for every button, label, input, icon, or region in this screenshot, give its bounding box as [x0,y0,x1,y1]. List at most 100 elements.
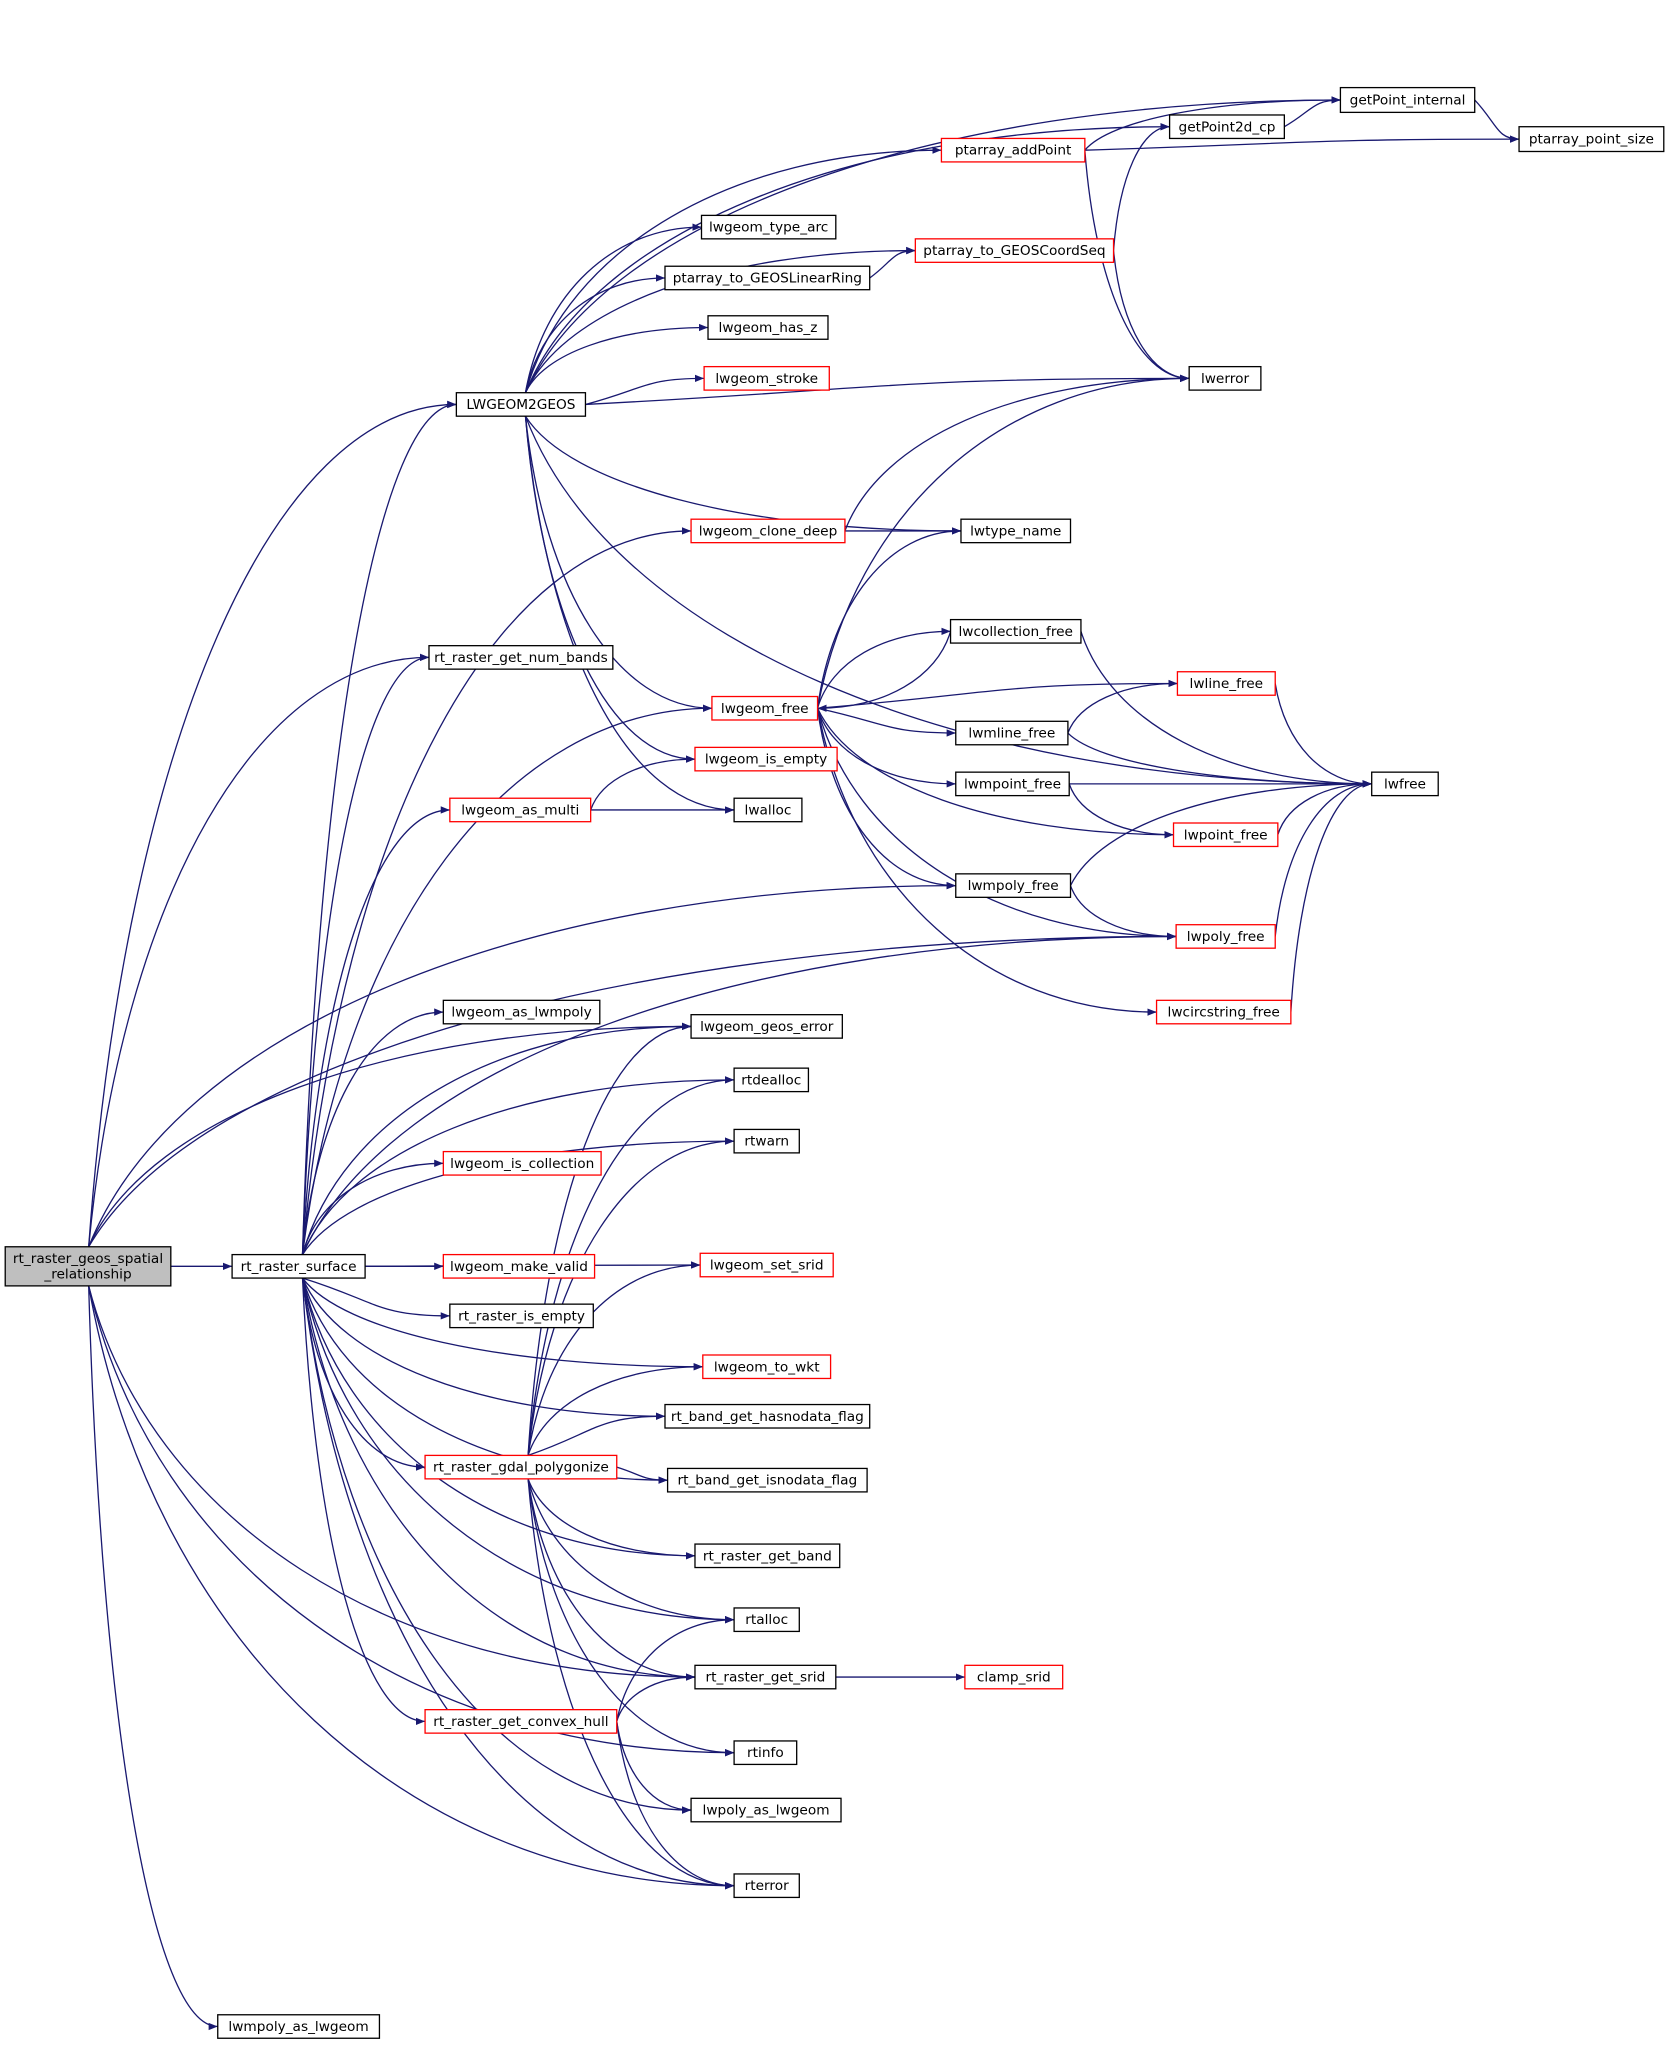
node-mpoly-free[interactable]: lwmpoly_free [955,873,1072,898]
edge-surface-to-poly_as_lwgeom [301,1277,692,1814]
edge-lwgeom_free-to-poly_free [816,708,1177,941]
node-rtwarn[interactable]: rtwarn [733,1128,800,1154]
node-root[interactable]: rt_raster_geos_spatial_relationship [4,1246,172,1287]
edge-clone_deep-to-lwerror [844,374,1190,532]
node-rtalloc[interactable]: rtalloc [733,1607,800,1633]
node-label: lwgeom_geos_error [700,1019,834,1035]
node-label: lwalloc [745,803,792,819]
node-box [700,214,837,240]
node-to-wkt[interactable]: lwgeom_to_wkt [702,1354,832,1380]
node-as-lwmpoly[interactable]: lwgeom_as_lwmpoly [442,999,601,1025]
node-box [1518,126,1665,153]
node-label: LWGEOM2GEOS [466,397,575,413]
edge-coordseq-to-lwerror [1112,250,1190,383]
node-line-free[interactable]: lwline_free [1176,671,1276,696]
node-lwalloc[interactable]: lwalloc [733,797,803,823]
node-box [666,1467,868,1493]
node-box [442,1150,602,1176]
node-box [694,1543,841,1569]
node-box [733,1067,810,1093]
edge-polygonize-to-get_srid [527,1478,695,1681]
node-set-srid[interactable]: lwgeom_set_srid [699,1252,834,1278]
node-lwerror[interactable]: lwerror [1188,365,1262,391]
node-label: lwgeom_is_empty [705,752,827,768]
node-poly-as-lwgeom[interactable]: lwpoly_as_lwgeom [690,1797,842,1823]
node-make-valid[interactable]: lwgeom_make_valid [442,1253,596,1279]
node-point-size[interactable]: ptarray_point_size [1518,126,1665,153]
edge-root-to-geos_error [88,1022,692,1248]
node-get-srid[interactable]: rt_raster_get_srid [694,1664,837,1690]
node-rtinfo[interactable]: rtinfo [733,1740,798,1766]
edge-mpoint_free-to-point_free [1068,783,1174,839]
node-box [424,1709,618,1734]
edge-root-to-rtinfo [88,1285,735,1757]
node-box [940,137,1086,163]
node-label: lwerror [1201,371,1250,387]
node-type-arc[interactable]: lwgeom_type_arc [700,214,837,240]
node-lwfree[interactable]: lwfree [1371,771,1439,797]
node-box [442,1253,596,1279]
node-label: rtinfo [747,1745,784,1761]
edge-convex_hull-to-get_srid [616,1673,695,1722]
node-polygonize[interactable]: rt_raster_gdal_polygonize [424,1454,618,1480]
node-mline-free[interactable]: lwmline_free [955,720,1069,746]
node-mpoint-free[interactable]: lwmpoint_free [955,771,1070,797]
node-label: rt_raster_surface [241,1259,357,1275]
node-label: lwcollection_free [958,624,1073,640]
node-isnodata[interactable]: rt_band_get_isnodata_flag [666,1467,868,1493]
node-label: rterror [745,1878,790,1894]
node-circ-free[interactable]: lwcircstring_free [1155,999,1292,1025]
node-box [733,797,803,823]
edge-polygonize-to-geos_error [527,1022,692,1456]
edge-as_multi-to-is_empty [590,755,695,811]
node-hasnodata[interactable]: rt_band_get_hasnodata_flag [664,1403,871,1429]
node-num-bands[interactable]: rt_raster_get_num_bands [428,645,614,670]
node-clone-deep[interactable]: lwgeom_clone_deep [690,518,846,544]
node-box [702,1354,832,1380]
node-label: lwgeom_has_z [719,320,818,336]
node-get-band[interactable]: rt_raster_get_band [694,1543,841,1569]
node-box [694,1664,837,1690]
node-getPoint2d-cp[interactable]: getPoint2d_cp [1168,114,1285,140]
node-label: rt_raster_get_srid [705,1670,825,1686]
node-addPoint[interactable]: ptarray_addPoint [940,137,1086,163]
node-rterror[interactable]: rterror [733,1873,800,1899]
node-clamp-srid[interactable]: clamp_srid [964,1664,1064,1690]
edge-surface-to-l2g [301,400,457,1255]
node-to-linearring[interactable]: ptarray_to_GEOSLinearRing [664,265,871,291]
node-box [449,1303,594,1329]
node-label: rt_raster_get_band [703,1548,832,1564]
node-label: lwmpoly_free [968,878,1059,894]
node-box [449,797,592,823]
node-geos-error[interactable]: lwgeom_geos_error [690,1014,843,1039]
node-is-empty[interactable]: lwgeom_is_empty [694,746,838,772]
node-convex-hull[interactable]: rt_raster_get_convex_hull [424,1709,618,1734]
node-surface[interactable]: rt_raster_surface [231,1253,366,1279]
node-rtdealloc[interactable]: rtdealloc [733,1067,810,1093]
node-point-free[interactable]: lwpoint_free [1172,822,1279,848]
node-getPoint-internal[interactable]: getPoint_internal [1339,86,1476,114]
node-lwtype-name[interactable]: lwtype_name [960,518,1072,544]
edge-lwgeom_free-to-line_free [817,679,1178,709]
node-label: rt_raster_is_empty [458,1308,585,1324]
node-mpoly-as-lwgeom[interactable]: lwmpoly_as_lwgeom [217,2014,381,2039]
node-is-empty-r[interactable]: rt_raster_is_empty [449,1303,594,1329]
node-is-collection[interactable]: lwgeom_is_collection [442,1150,602,1176]
edge-getPoint_internal-to-point_size [1474,99,1520,143]
node-coll-free[interactable]: lwcollection_free [949,618,1082,644]
node-poly-free[interactable]: lwpoly_free [1175,924,1276,949]
edge-root-to-get_srid [88,1285,695,1681]
node-l2g[interactable]: LWGEOM2GEOS [455,392,587,417]
node-stroke[interactable]: lwgeom_stroke [703,365,830,391]
node-box [707,315,829,340]
node-label: clamp_srid [977,1670,1051,1686]
edge-poly_free-to-lwfree [1274,780,1372,937]
edge-root-to-rterror [88,1285,735,1890]
node-as-multi[interactable]: lwgeom_as_multi [449,797,592,823]
edge-coordseq-to-getPoint2d_cp [1112,123,1170,251]
node-has-z[interactable]: lwgeom_has_z [707,315,829,340]
edge-addPoint-to-point_size [1084,135,1520,151]
node-coordseq[interactable]: ptarray_to_GEOSCoordSeq [914,238,1115,263]
node-lwgeom-free[interactable]: lwgeom_free [711,695,819,721]
edge-addPoint-to-getPoint_internal [1084,96,1341,151]
